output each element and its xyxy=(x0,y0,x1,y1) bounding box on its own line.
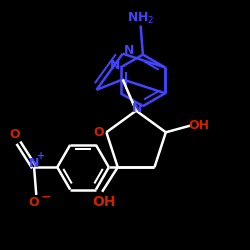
Text: N: N xyxy=(124,44,134,57)
Text: OH: OH xyxy=(188,119,209,132)
Text: N: N xyxy=(29,157,39,170)
Text: NH$_2$: NH$_2$ xyxy=(127,11,154,26)
Text: +: + xyxy=(37,151,45,161)
Text: N: N xyxy=(132,102,143,115)
Text: OH: OH xyxy=(92,194,116,208)
Text: O: O xyxy=(29,196,40,209)
Text: −: − xyxy=(41,191,51,204)
Text: N: N xyxy=(110,59,120,72)
Text: O: O xyxy=(10,128,20,141)
Text: O: O xyxy=(93,126,104,139)
